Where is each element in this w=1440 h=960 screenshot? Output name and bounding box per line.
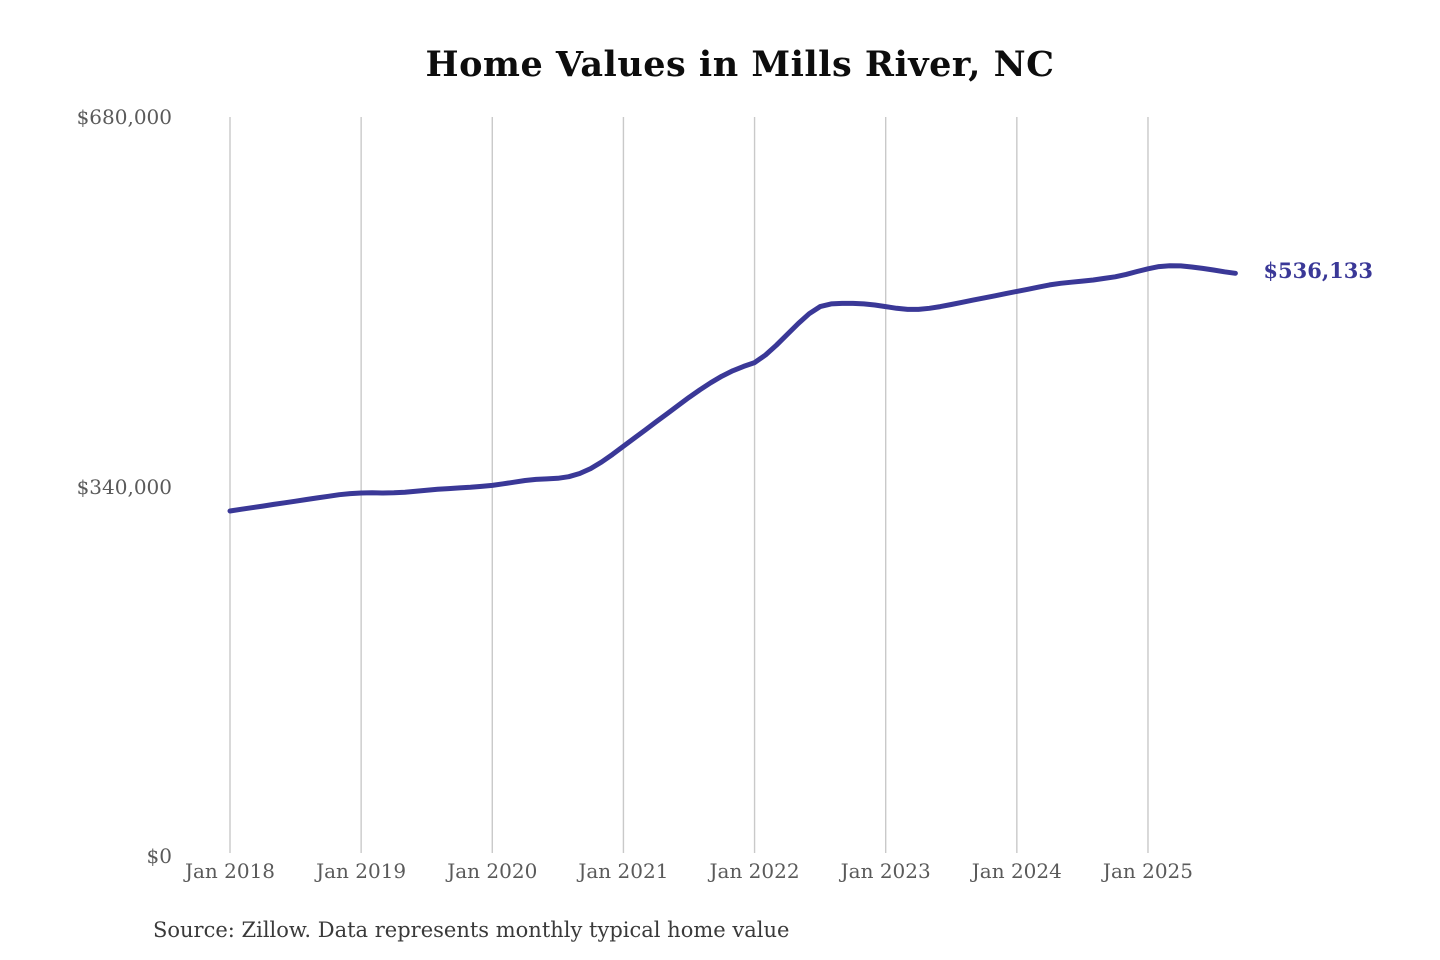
x-tick-label: Jan 2022	[709, 859, 800, 883]
line-end-value-label: $536,133	[1263, 258, 1373, 284]
x-tick-label: Jan 2020	[447, 859, 538, 883]
chart-title: Home Values in Mills River, NC	[425, 44, 1055, 85]
x-tick-label: Jan 2024	[971, 859, 1062, 883]
x-tick-label: Jan 2023	[840, 859, 931, 883]
home-value-line	[227, 263, 1238, 514]
y-tick-label: $680,000	[76, 105, 172, 129]
y-tick-label: $0	[146, 844, 172, 868]
y-tick-label: $340,000	[76, 474, 172, 499]
x-tick-label: Jan 2019	[316, 859, 407, 883]
x-tick-label: Jan 2018	[184, 859, 276, 883]
source-note: Source: Zillow. Data represents monthly …	[153, 918, 790, 942]
x-tick-label: Jan 2021	[578, 859, 669, 883]
x-tick-label: Jan 2025	[1102, 859, 1193, 883]
